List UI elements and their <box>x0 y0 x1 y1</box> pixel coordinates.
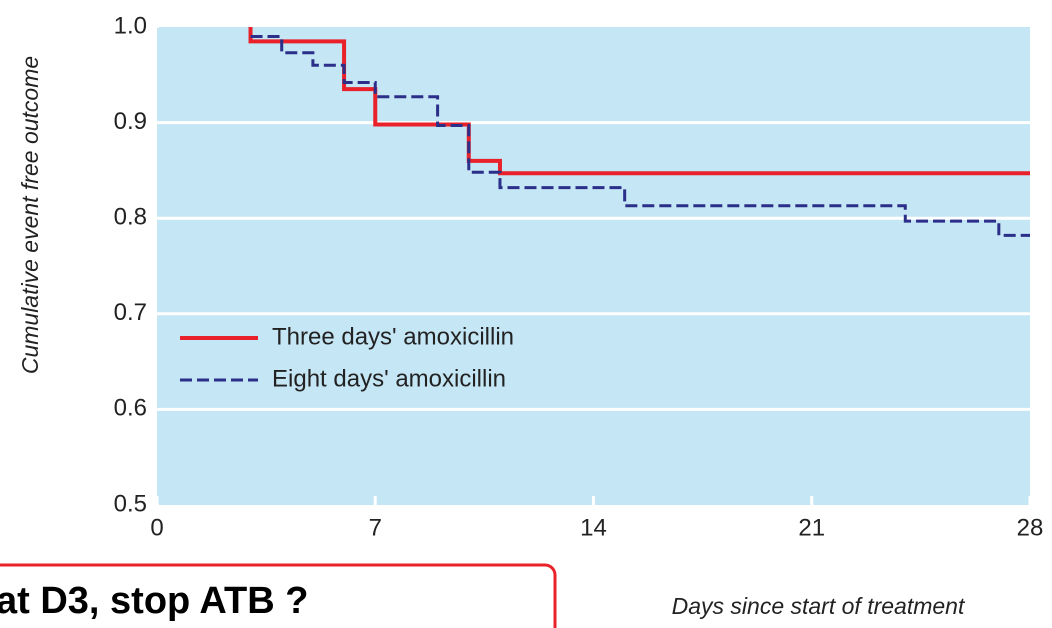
y-tick-label: 0.7 <box>114 299 147 326</box>
x-tick-label: 21 <box>798 514 825 541</box>
y-tick-label: 0.6 <box>114 395 147 422</box>
y-tick-label: 0.8 <box>114 204 147 231</box>
y-tick-label: 0.5 <box>114 490 147 517</box>
legend-label: Eight days' amoxicillin <box>272 365 506 392</box>
series-line <box>250 35 1030 237</box>
x-tick-label: 28 <box>1017 514 1044 541</box>
y-tick-label: 1.0 <box>114 12 147 39</box>
annotation-box <box>0 563 557 628</box>
x-tick-label: 0 <box>150 514 163 541</box>
series-line <box>248 27 1030 176</box>
plot-background <box>157 27 1030 505</box>
legend-label: Three days' amoxicillin <box>272 323 514 350</box>
x-axis-label: Days since start of treatment <box>672 593 966 619</box>
annotation: at D3, stop ATB ? <box>0 580 308 622</box>
y-axis-label: Cumulative event free outcome <box>17 56 43 374</box>
y-tick-label: 0.9 <box>114 108 147 135</box>
plot: 1.0 0.9 0.8 0.7 0.6 0.50 7 14 21 28 Three days' am… <box>114 12 1044 541</box>
x-tick-label: 7 <box>369 514 382 541</box>
x-tick-label: 14 <box>580 514 607 541</box>
